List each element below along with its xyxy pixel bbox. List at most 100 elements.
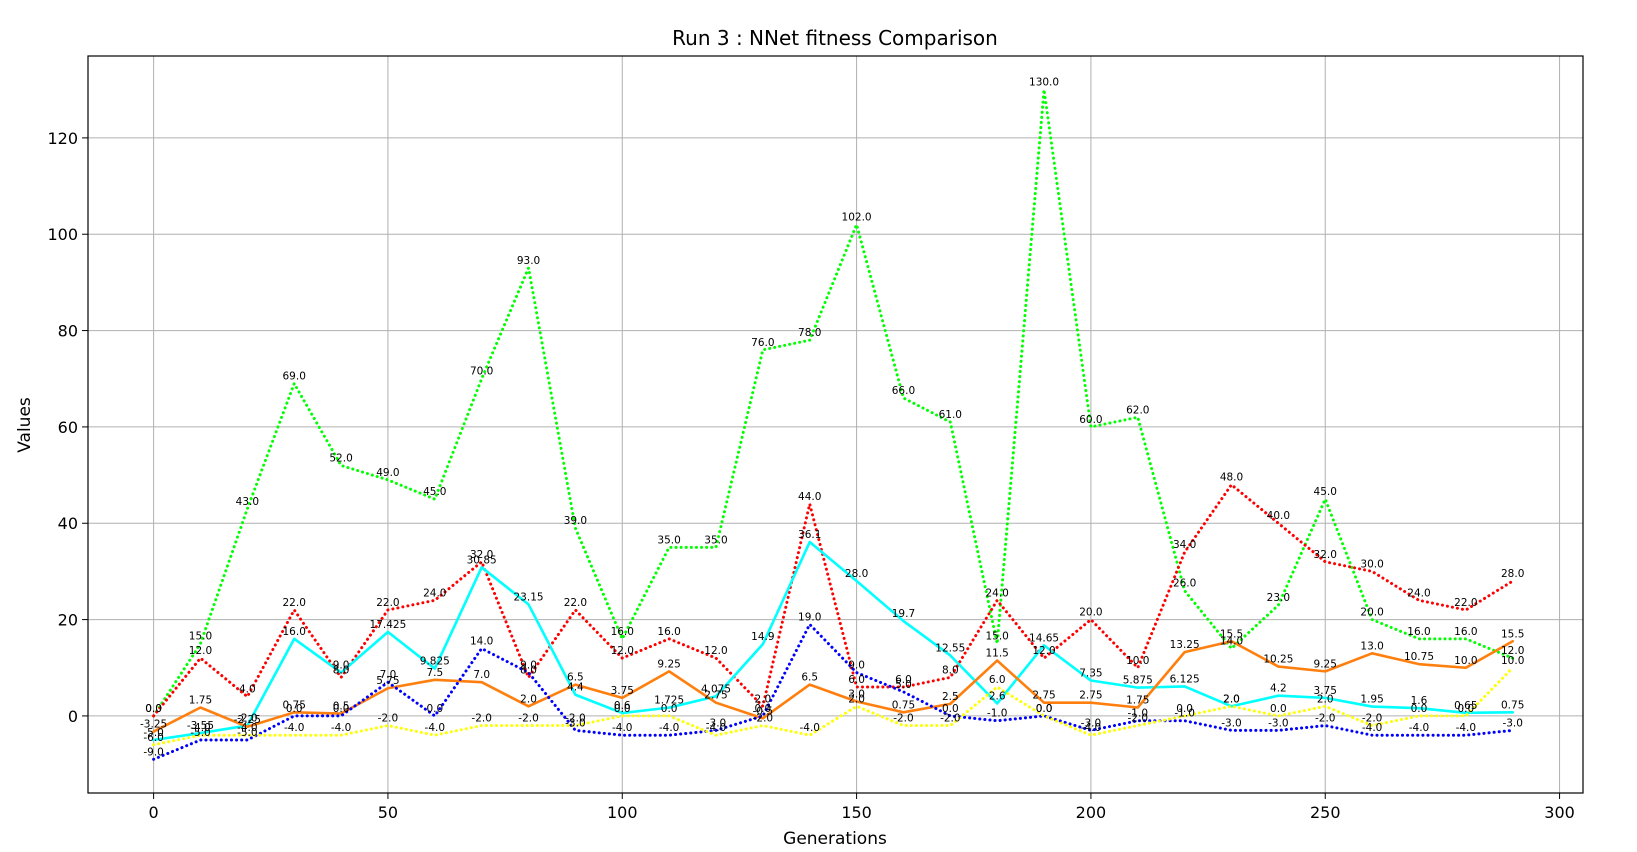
data-label: 2.75 xyxy=(704,690,727,702)
data-label: -4.0 xyxy=(1362,722,1383,734)
data-label: 2.75 xyxy=(1079,690,1102,702)
y-tick-label: 80 xyxy=(58,322,78,341)
data-label: -4.0 xyxy=(331,722,352,734)
data-label: 20.0 xyxy=(1360,607,1383,619)
data-label: 24.0 xyxy=(1407,587,1430,599)
x-axis-label: Generations xyxy=(783,829,887,849)
data-label: 2.75 xyxy=(1032,690,1055,702)
data-label: 93.0 xyxy=(517,255,540,267)
data-label: 15.0 xyxy=(985,631,1008,643)
data-label: 6.125 xyxy=(1170,673,1200,685)
data-label: 7.35 xyxy=(1079,668,1102,680)
data-label: 52.0 xyxy=(329,452,352,464)
data-label: 5.875 xyxy=(1123,675,1153,687)
data-label: 45.0 xyxy=(423,486,446,498)
data-label: -1.0 xyxy=(1128,708,1149,720)
data-label: 22.0 xyxy=(1454,597,1477,609)
data-label: 24.0 xyxy=(423,587,446,599)
data-label: 5.0 xyxy=(895,679,912,691)
data-label: 2.0 xyxy=(520,693,537,705)
data-label: 16.0 xyxy=(1454,626,1477,638)
data-label: 2.5 xyxy=(942,691,959,703)
data-label: -2.0 xyxy=(1315,713,1336,725)
data-label: 39.0 xyxy=(564,515,587,527)
series-line-6 xyxy=(152,666,1515,747)
data-label: 3.75 xyxy=(611,685,634,697)
data-label: 76.0 xyxy=(751,337,774,349)
data-label: 4.0 xyxy=(239,684,256,696)
data-label: 10.25 xyxy=(1263,654,1293,666)
data-label: 22.0 xyxy=(564,597,587,609)
data-label: 9.0 xyxy=(520,660,537,672)
data-label: 0.0 xyxy=(614,703,631,715)
data-label: 30.0 xyxy=(1360,558,1383,570)
chart-title: Run 3 : NNet fitness Comparison xyxy=(672,26,998,50)
data-label: 28.0 xyxy=(1501,568,1524,580)
data-label: -4.0 xyxy=(706,722,727,734)
data-label: -2.0 xyxy=(893,713,914,725)
data-label: -2.0 xyxy=(940,713,961,725)
data-label: 1.75 xyxy=(1126,694,1149,706)
data-label: 62.0 xyxy=(1126,404,1149,416)
data-label: 35.0 xyxy=(657,534,680,546)
data-label: 17.425 xyxy=(370,619,407,631)
data-label: -4.0 xyxy=(1081,722,1102,734)
data-label: -3.0 xyxy=(1081,717,1102,729)
data-label: 20.0 xyxy=(1079,607,1102,619)
series-line-2 xyxy=(152,483,1515,718)
data-label: 1.6 xyxy=(1411,695,1428,707)
data-label: 40.0 xyxy=(1267,510,1290,522)
data-label: -2.0 xyxy=(1128,713,1149,725)
plot-frame xyxy=(87,55,1584,794)
x-tick-label: 250 xyxy=(1310,803,1341,822)
data-label: 0.75 xyxy=(1501,699,1524,711)
data-label: 0.0 xyxy=(145,703,162,715)
x-tick-label: 50 xyxy=(378,803,398,822)
data-label: 14.65 xyxy=(1029,632,1059,644)
data-label: 10.0 xyxy=(1454,655,1477,667)
data-label: 19.7 xyxy=(892,608,915,620)
data-label: 34.0 xyxy=(1173,539,1196,551)
data-label: 13.25 xyxy=(1170,639,1200,651)
x-tick-label: 0 xyxy=(149,803,159,822)
y-tick-label: 40 xyxy=(58,514,78,533)
data-label: 9.0 xyxy=(333,660,350,672)
data-label: -3.0 xyxy=(1502,717,1523,729)
data-label: 0.0 xyxy=(1270,703,1287,715)
data-label: 23.15 xyxy=(514,591,544,603)
data-label: 130.0 xyxy=(1029,77,1059,89)
data-label: 16.0 xyxy=(657,626,680,638)
data-label: -4.0 xyxy=(1409,722,1430,734)
data-label: 61.0 xyxy=(939,409,962,421)
data-label: 19.0 xyxy=(798,611,821,623)
data-label: 4.4 xyxy=(567,682,584,694)
data-label: -3.0 xyxy=(706,717,727,729)
data-label: -3.0 xyxy=(1221,717,1242,729)
data-label: 13.0 xyxy=(1360,640,1383,652)
data-label: -1.0 xyxy=(1174,708,1195,720)
gridlines xyxy=(88,56,1583,793)
data-label: 0.6 xyxy=(614,700,631,712)
data-label: 16.0 xyxy=(283,626,306,638)
data-label: -9.0 xyxy=(143,746,164,758)
data-label: 6.0 xyxy=(895,674,912,686)
data-label: 0.0 xyxy=(755,703,772,715)
series-lines xyxy=(152,88,1515,761)
data-label: 6.5 xyxy=(567,672,584,684)
data-label: -2.0 xyxy=(518,713,539,725)
data-label: -4.0 xyxy=(659,722,680,734)
data-label: -3.55 xyxy=(187,720,214,732)
data-label: 0.75 xyxy=(892,699,915,711)
data-label: 15.5 xyxy=(1220,628,1243,640)
data-label: 0.0 xyxy=(1457,703,1474,715)
x-tick-label: 200 xyxy=(1076,803,1107,822)
data-label: 2.0 xyxy=(755,693,772,705)
data-label: 7.0 xyxy=(380,669,397,681)
data-label: 2.0 xyxy=(1317,693,1334,705)
data-label: 15.0 xyxy=(189,631,212,643)
x-tick-label: 100 xyxy=(607,803,638,822)
data-label: -2.0 xyxy=(471,713,492,725)
data-label: 0.0 xyxy=(942,703,959,715)
data-label: 1.75 xyxy=(189,694,212,706)
data-label: 12.55 xyxy=(935,642,965,654)
